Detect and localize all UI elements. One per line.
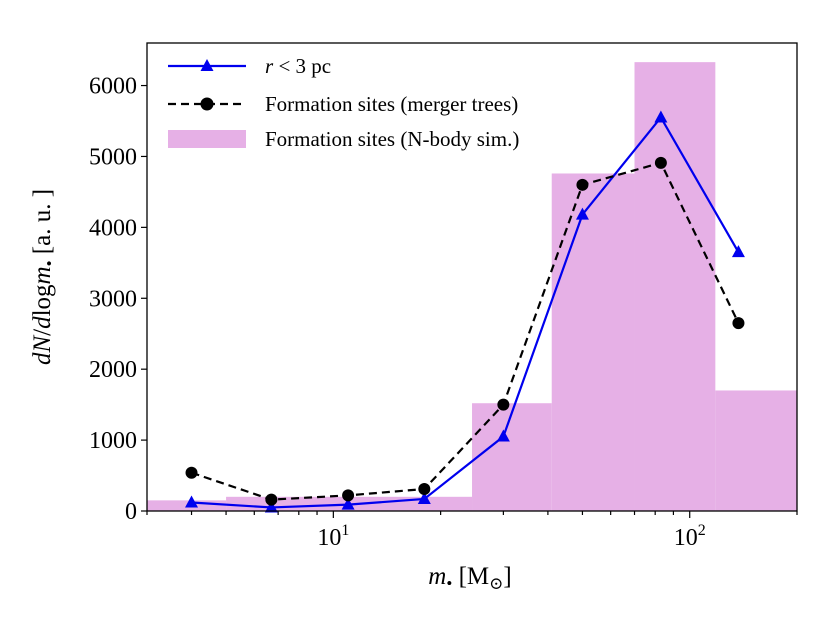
data-point-triangle [264,500,278,513]
series-line-merger-trees [191,161,740,501]
legend-triangle-marker [200,59,214,71]
y-tick-label: 6000 [89,74,137,100]
legend-circle-marker [200,97,214,111]
y-axis-label: dN/dlogm• [a. u. ] [29,189,59,365]
y-tick-label: 3000 [89,286,137,312]
data-point-triangle [185,495,199,508]
data-point-circle [185,466,198,479]
data-point-circle [732,317,745,330]
plot-frame [146,42,798,512]
histogram-bar [634,62,716,512]
data-point-triangle [341,497,355,510]
x-axis-ticks: 101 102 [146,511,798,551]
x-tick-label: 101 [317,522,349,551]
data-point-circle [265,493,278,506]
legend-label-r3pc: r < 3 pc [265,54,331,78]
legend-label-merger-trees: Formation sites (merger trees) [265,92,518,116]
series-lines [185,110,745,513]
data-point-circle [654,156,667,169]
data-point-circle [497,398,510,411]
data-point-circle [576,178,589,191]
y-tick-label: 1000 [89,428,137,454]
data-point-circle [418,483,431,496]
x-axis-label: m• [M⊙] [428,563,511,593]
y-tick-label: 5000 [89,144,137,170]
series-line-r3pc [191,115,740,509]
y-axis-ticks: 0 1000 2000 3000 4000 5000 6000 [89,74,147,525]
histogram-bar [472,403,552,511]
y-tick-label: 0 [125,499,137,525]
data-point-triangle [575,207,589,220]
histogram-bar [551,173,635,512]
data-point-circle [342,489,355,502]
data-point-triangle [417,491,431,504]
legend-patch-nbody [168,130,246,148]
data-point-triangle [654,110,668,123]
legend: r < 3 pc Formation sites (merger trees) … [168,54,519,151]
data-point-triangle [731,245,745,258]
x-tick-label: 102 [674,522,706,551]
y-tick-label: 2000 [89,357,137,383]
histogram-bar [715,390,797,511]
data-point-triangle [496,429,510,442]
y-tick-label: 4000 [89,215,137,241]
legend-label-nbody: Formation sites (N-body sim.) [265,127,519,151]
